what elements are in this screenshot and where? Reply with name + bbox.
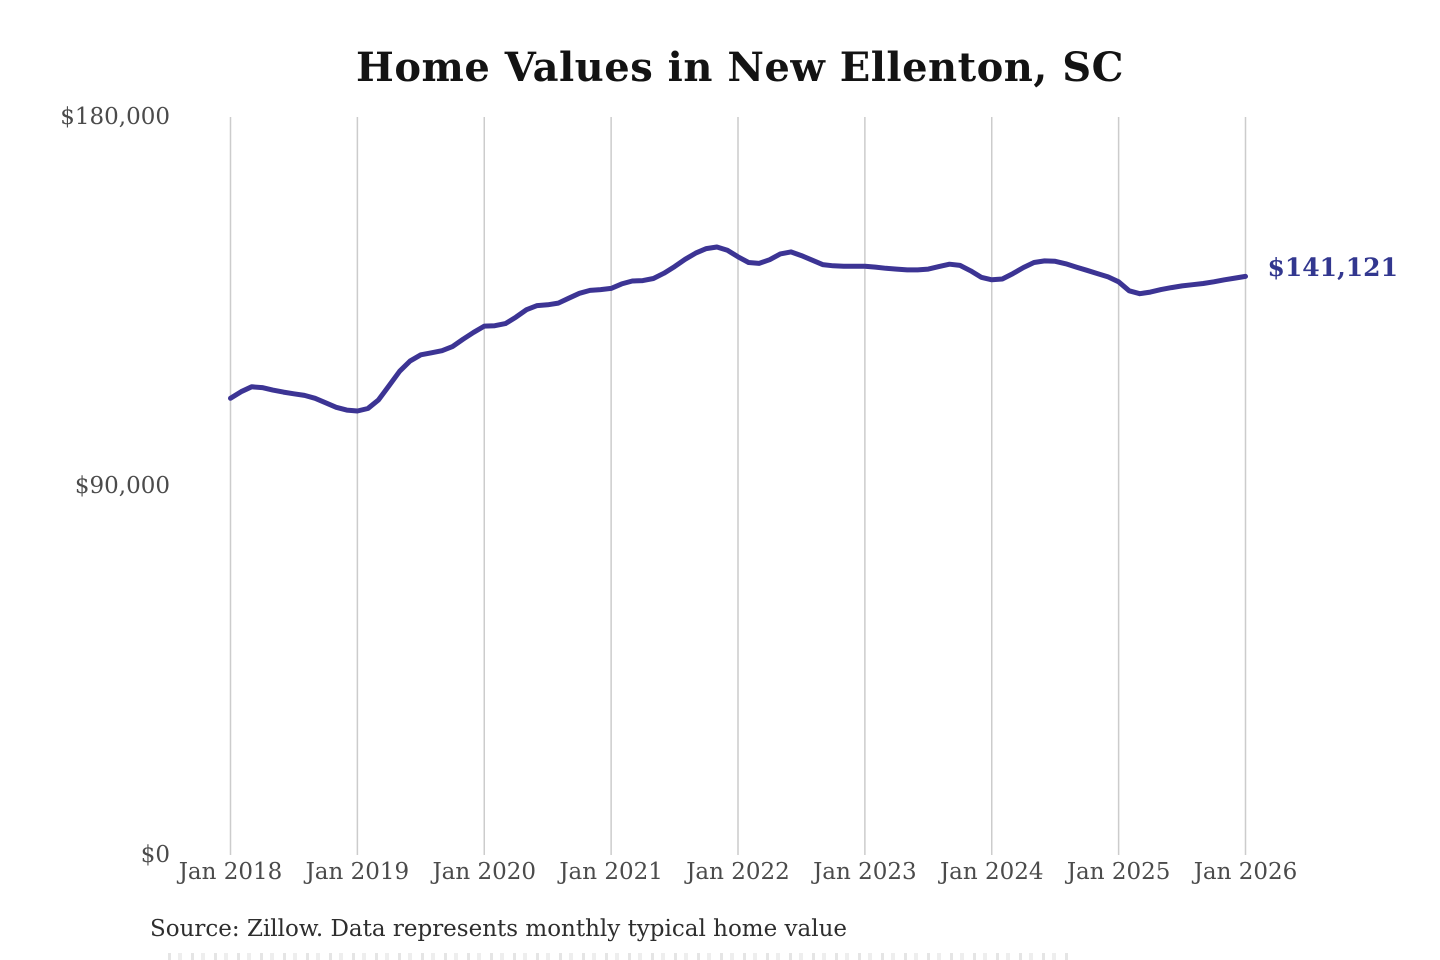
x-axis-tick-label: Jan 2024 <box>939 859 1044 885</box>
current-value-label: $141,121 <box>1267 253 1398 283</box>
chart-title: Home Values in New Ellenton, SC <box>356 44 1124 91</box>
x-axis-tick-label: Jan 2021 <box>559 859 663 885</box>
x-axis-tick-label: Jan 2022 <box>686 859 790 885</box>
cropped-text-artifact <box>168 953 1068 960</box>
source-note: Source: Zillow. Data represents monthly … <box>150 916 848 942</box>
y-axis-tick-label: $180,000 <box>60 104 170 130</box>
x-axis-tick-label: Jan 2026 <box>1193 859 1298 885</box>
x-axis-tick-label: Jan 2018 <box>178 859 283 885</box>
x-axis-tick-label: Jan 2025 <box>1066 859 1171 885</box>
x-axis-tick-label: Jan 2023 <box>813 859 917 885</box>
home-value-line <box>228 244 1248 414</box>
x-axis-tick-label: Jan 2020 <box>432 859 537 885</box>
y-axis-tick-label: $90,000 <box>74 473 170 499</box>
x-axis-tick-label: Jan 2019 <box>305 859 410 885</box>
y-axis-tick-label: $0 <box>140 842 170 868</box>
